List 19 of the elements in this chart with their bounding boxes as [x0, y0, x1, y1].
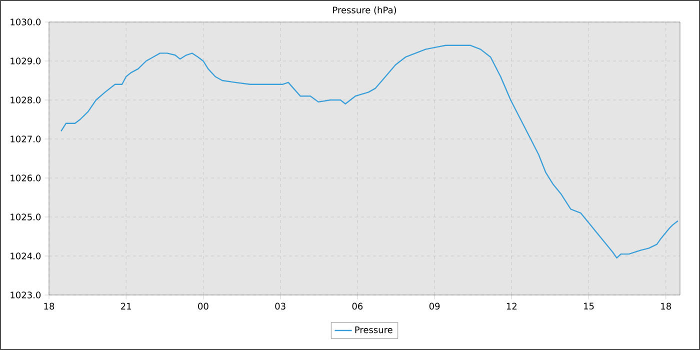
- x-tick-label: 15: [584, 302, 594, 310]
- y-tick-label: 1029.0: [10, 58, 41, 64]
- chart-title: Pressure (hPa): [333, 6, 396, 14]
- x-tick-label: 06: [352, 302, 363, 310]
- y-tick-label: 1024.0: [10, 252, 41, 260]
- x-tick-label: 00: [198, 302, 208, 310]
- legend-label: Pressure: [355, 326, 392, 334]
- x-tick-label: 18: [44, 302, 54, 310]
- y-tick-label: 1023.0: [10, 292, 41, 298]
- x-tick-label: 03: [275, 302, 286, 310]
- x-tick-label: 21: [121, 302, 131, 310]
- x-tick-label: 12: [506, 302, 516, 310]
- y-tick-label: 1025.0: [10, 214, 41, 220]
- y-tick-label: 1026.0: [10, 174, 41, 182]
- y-tick-label: 1030.0: [10, 18, 41, 26]
- y-tick-label: 1027.0: [10, 136, 41, 142]
- x-tick-label: 09: [429, 302, 440, 310]
- y-tick-label: 1028.0: [10, 96, 41, 104]
- x-tick-label: 18: [661, 302, 671, 310]
